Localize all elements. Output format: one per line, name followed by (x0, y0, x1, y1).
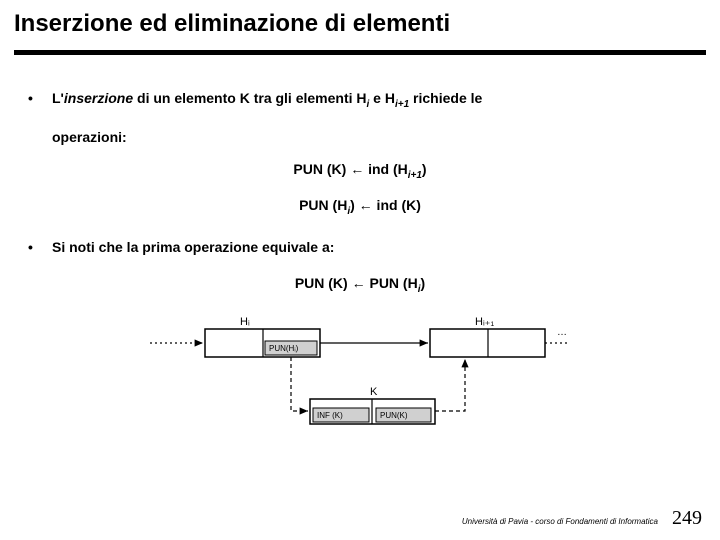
b1-sub2: i+1 (395, 99, 409, 110)
bullet-1-text: L'inserzione di un elemento K tra gli el… (52, 87, 692, 113)
bullet-2: • Si noti che la prima operazione equiva… (28, 236, 692, 258)
content-area: • L'inserzione di un elemento K tra gli … (0, 55, 720, 448)
bullet-2-text: Si noti che la prima operazione equivale… (52, 236, 692, 258)
operation-2: PUN (Hi) ← ind (K) (28, 197, 692, 217)
op1-c: ) (422, 161, 427, 177)
bullet-1-line2: operazioni: (52, 129, 692, 145)
bullet-dot: • (28, 236, 52, 258)
diagram-label-punk: PUN(K) (380, 411, 408, 420)
op2-c: ind (K) (373, 197, 421, 213)
bullet-1: • L'inserzione di un elemento K tra gli … (28, 87, 692, 113)
b1-end: richiede le (409, 90, 482, 106)
diagram-label-infk: INF (K) (317, 411, 343, 420)
op3-b: PUN (H (366, 275, 418, 291)
op3-c: ) (421, 275, 426, 291)
b1-and: e H (369, 90, 395, 106)
bullet-dot: • (28, 87, 52, 109)
operation-3: PUN (K) ← PUN (Hi) (28, 275, 692, 295)
ellipsis-icon: … (557, 327, 567, 338)
op1-sub: i+1 (408, 170, 422, 181)
diagram-label-punhi: PUN(Hᵢ) (269, 344, 299, 353)
op2-a: PUN (H (299, 197, 347, 213)
left-arrow-icon: ← (359, 197, 373, 213)
op2-b: ) (350, 197, 359, 213)
linked-list-diagram: Hᵢ PUN(Hᵢ) Hᵢ₊₁ … K INF (K) PUN(K) (145, 313, 575, 448)
left-arrow-icon: ← (352, 275, 366, 291)
operation-1: PUN (K) ← ind (Hi+1) (28, 161, 692, 181)
diagram-label-k: K (370, 386, 378, 398)
diagram-label-hi: Hᵢ (240, 316, 250, 328)
diagram-svg: Hᵢ PUN(Hᵢ) Hᵢ₊₁ … K INF (K) PUN(K) (145, 313, 575, 443)
slide-title: Inserzione ed eliminazione di elementi (0, 0, 720, 38)
op1-a: PUN (K) (293, 161, 350, 177)
b1-pre: L' (52, 90, 64, 106)
left-arrow-icon: ← (350, 161, 364, 177)
b1-mid: di un elemento K tra gli elementi H (133, 90, 366, 106)
footer: Università di Pavia - corso di Fondament… (462, 507, 702, 530)
op1-b: ind (H (364, 161, 408, 177)
op3-a: PUN (K) (295, 275, 352, 291)
page-number: 249 (672, 507, 702, 530)
b1-em: inserzione (64, 90, 133, 106)
footer-text: Università di Pavia - corso di Fondament… (462, 517, 658, 526)
diagram-label-hi1: Hᵢ₊₁ (475, 316, 494, 328)
